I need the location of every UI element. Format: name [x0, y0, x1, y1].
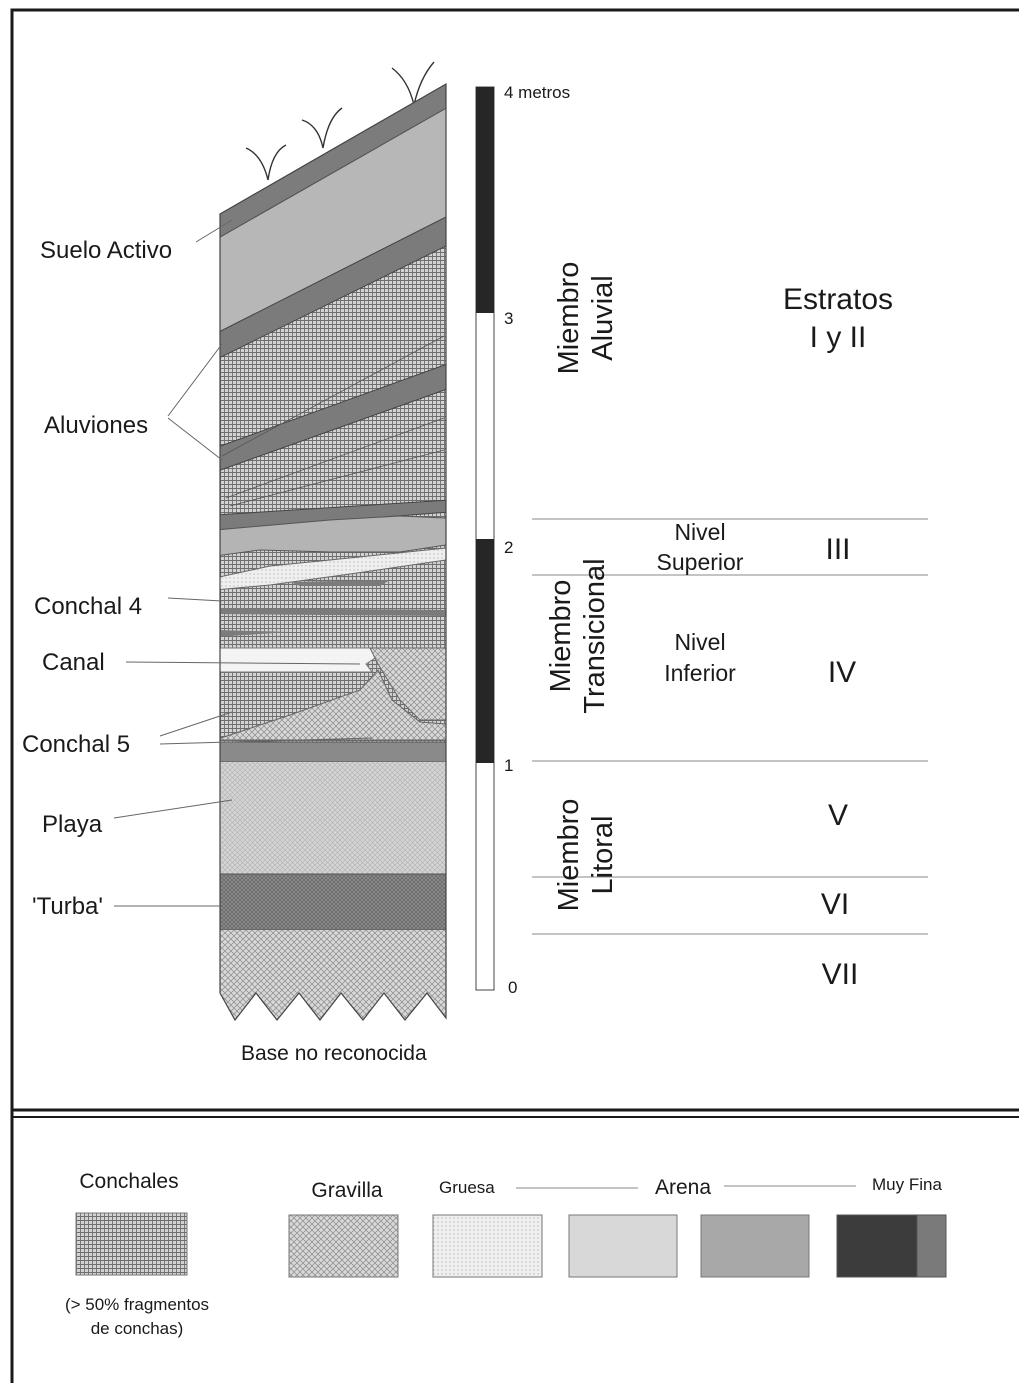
legend-gravilla-title: Gravilla [311, 1179, 383, 1202]
stratigraphic-column [220, 84, 446, 1020]
nivel-superior-line2: Superior [657, 549, 744, 575]
strata-vi: VI [821, 888, 849, 921]
label-turba: 'Turba' [32, 893, 103, 920]
member-transicional-line1: Miembro [545, 580, 577, 693]
legend-conchales-title: Conchales [79, 1170, 178, 1193]
label-conchal-5: Conchal 5 [22, 731, 130, 758]
strata-labels: Estratos I y II III IV V VI VII [783, 283, 893, 991]
strata-iv: IV [828, 656, 856, 689]
nivel-inferior-line2: Inferior [664, 660, 736, 686]
scale-tick-0: 0 [508, 978, 517, 997]
scale-tick-3: 3 [504, 309, 513, 328]
aluvion-band-2 [220, 362, 446, 473]
label-conchal-4: Conchal 4 [34, 593, 142, 620]
strata-i-ii-line2: I y II [810, 321, 867, 354]
strata-i-ii-line1: Estratos [783, 283, 893, 316]
nivel-superior-line1: Nivel [674, 519, 725, 545]
member-aluvial-line2: Aluvial [587, 275, 619, 360]
member-litoral-line2: Litoral [587, 816, 619, 895]
label-suelo-activo: Suelo Activo [40, 237, 172, 264]
strata-iii: III [825, 533, 850, 566]
member-aluvial-line1: Miembro [553, 262, 585, 375]
legend-swatch-conchales [75, 1212, 188, 1276]
legend-swatch-arena-fina [700, 1214, 810, 1278]
legend: Conchales (> 50% fragmentos de conchas) … [65, 1170, 947, 1338]
column-labels: Suelo Activo Aluviones Conchal 4 Canal C… [22, 237, 427, 1065]
scale-top-label: 4 metros [504, 83, 570, 102]
legend-conchales-note-line2: de conchas) [91, 1319, 184, 1338]
member-labels: Miembro Aluvial Miembro Transicional Mie… [545, 262, 619, 912]
playa-layer [220, 762, 446, 874]
aluvion-band-1 [220, 214, 446, 361]
turba-layer [220, 873, 446, 931]
legend-muy-fina-label: Muy Fina [872, 1175, 942, 1194]
strata-v: V [828, 799, 848, 832]
level-labels: Nivel Superior Nivel Inferior [657, 519, 744, 686]
scale-bar [475, 86, 495, 991]
label-aluviones: Aluviones [44, 412, 148, 439]
canal-layer [220, 647, 379, 673]
legend-gruesa-label: Gruesa [439, 1178, 495, 1197]
member-transicional-line2: Transicional [579, 558, 611, 713]
scale-tick-1: 1 [504, 756, 513, 775]
legend-swatch-gravilla [288, 1214, 399, 1278]
legend-swatch-arena-gruesa [432, 1214, 543, 1278]
label-leaders [113, 219, 373, 907]
legend-arena-title: Arena [655, 1176, 711, 1199]
member-litoral-line1: Miembro [553, 799, 585, 912]
legend-swatch-arena-media [568, 1214, 678, 1278]
boundary-lines [532, 518, 928, 935]
vegetation-icons [245, 61, 435, 181]
label-playa: Playa [42, 811, 103, 838]
legend-conchales-note-line1: (> 50% fragmentos [65, 1295, 209, 1314]
legend-swatch-arena-muy-fina-light [916, 1214, 947, 1278]
scale-labels: 4 metros 3 2 1 0 [504, 83, 570, 997]
label-canal: Canal [42, 649, 105, 676]
nivel-inferior-line1: Nivel [674, 629, 725, 655]
scale-tick-2: 2 [504, 538, 513, 557]
label-base: Base no reconocida [241, 1042, 427, 1065]
figure-frame [10, 8, 1019, 1388]
legend-swatch-arena-muy-fina-dark [836, 1214, 918, 1278]
strata-vii: VII [822, 958, 859, 991]
